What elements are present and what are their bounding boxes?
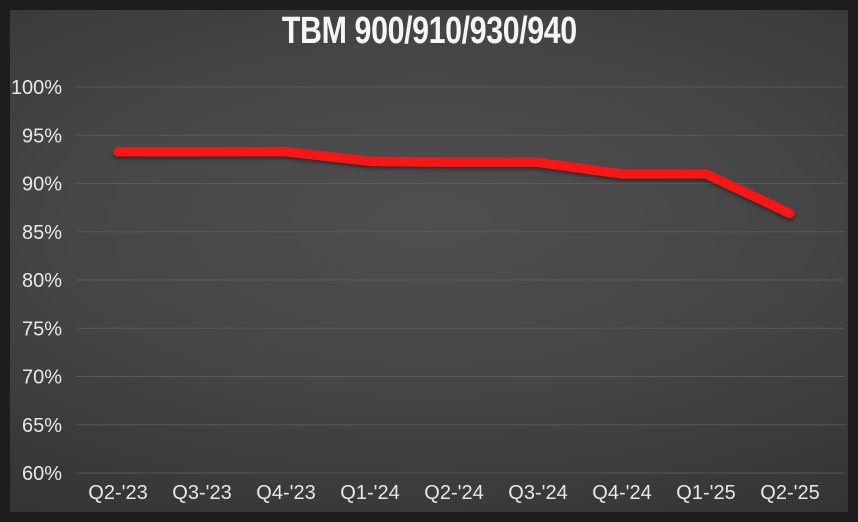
series-line bbox=[113, 146, 795, 219]
y-axis-tick-label: 85% bbox=[22, 222, 62, 244]
chart-title: TBM 900/910/930/940 bbox=[0, 8, 858, 54]
x-axis-tick-label: Q4-'24 bbox=[592, 482, 651, 504]
y-axis-tick-label: 65% bbox=[22, 415, 62, 437]
slide-background bbox=[10, 10, 848, 512]
x-axis-tick-label: Q2-'25 bbox=[760, 482, 819, 504]
x-axis-tick-label: Q3-'23 bbox=[172, 482, 231, 504]
y-axis-tick-label: 75% bbox=[22, 318, 62, 340]
y-axis-tick-label: 60% bbox=[22, 463, 62, 485]
x-axis-tick-label: Q1-'24 bbox=[340, 482, 399, 504]
y-axis-tick-label: 90% bbox=[22, 174, 62, 196]
x-axis-tick-label: Q4-'23 bbox=[256, 482, 315, 504]
y-axis-tick-label: 70% bbox=[22, 367, 62, 389]
y-axis-tick-label: 80% bbox=[22, 270, 62, 292]
x-axis-tick-label: Q1-'25 bbox=[676, 482, 735, 504]
x-axis-tick-label: Q3-'24 bbox=[508, 482, 567, 504]
x-axis-tick-label: Q2-'23 bbox=[88, 482, 147, 504]
y-axis-tick-label: 100% bbox=[11, 77, 62, 99]
chart-title-text: TBM 900/910/930/940 bbox=[281, 10, 577, 52]
x-axis-tick-label: Q2-'24 bbox=[424, 482, 483, 504]
y-axis-tick-label: 95% bbox=[22, 125, 62, 147]
